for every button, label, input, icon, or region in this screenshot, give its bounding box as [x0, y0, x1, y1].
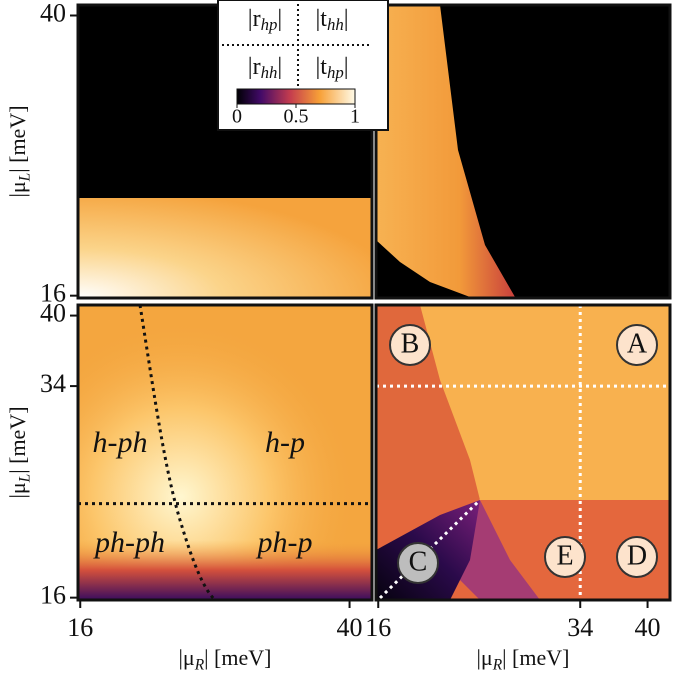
region-label: ph-p: [256, 526, 313, 559]
label-rest: |: [277, 6, 282, 32]
label-rest: | [meV]: [5, 406, 30, 473]
point-label: C: [409, 546, 428, 577]
heatmap: [78, 305, 372, 600]
point-marker: [616, 324, 658, 366]
y-tick-label: 16: [40, 581, 66, 610]
colorbar-tick-label: 0: [232, 106, 242, 128]
axis-label: |rhp|: [248, 6, 282, 34]
x-tick-label: 34: [567, 613, 593, 642]
label-rest: | [meV]: [204, 645, 271, 670]
axis-label: |μL| [meV]: [5, 105, 33, 197]
label-text: |μ: [5, 181, 30, 197]
x-tick-label: 16: [365, 613, 391, 642]
point-marker: [616, 536, 658, 578]
label-text: |μ: [179, 645, 195, 670]
point-label: A: [627, 328, 648, 359]
label-subscript: R: [492, 656, 503, 673]
label-subscript: hp: [261, 15, 278, 34]
label-text: |r: [248, 6, 261, 32]
point-label: E: [556, 540, 573, 571]
label-text: |μ: [5, 482, 30, 498]
point-marker: [389, 324, 431, 366]
y-tick-label: 16: [40, 279, 66, 308]
label-rest: | [meV]: [502, 645, 569, 670]
axis-label: |rhh|: [248, 54, 282, 82]
label-subscript: R: [194, 656, 205, 673]
region-label: ph-ph: [93, 526, 165, 559]
x-tick-label: 40: [337, 613, 363, 642]
label-text: |r: [248, 54, 261, 80]
label-subscript: hp: [327, 63, 344, 82]
label-rest: |: [277, 54, 282, 80]
axis-label: |μR| [meV]: [179, 645, 272, 673]
y-tick-label: 40: [40, 299, 66, 328]
label-subscript: hh: [327, 15, 344, 34]
axis-label: |thp|: [315, 54, 348, 82]
heatmap: [376, 5, 670, 298]
x-tick-label: 40: [635, 613, 661, 642]
point-label: D: [627, 540, 647, 571]
label-subscript: hh: [261, 63, 278, 82]
label-rest: |: [344, 54, 349, 80]
label-text: |t: [315, 54, 327, 80]
colorbar: [236, 88, 356, 105]
label-text: |t: [315, 6, 327, 32]
y-tick-label: 34: [40, 369, 66, 398]
point-label: B: [401, 328, 420, 359]
label-rest: |: [344, 6, 349, 32]
legend-box: [217, 0, 389, 131]
point-marker: [544, 536, 586, 578]
label-text: |μ: [477, 645, 493, 670]
colorbar-tick-label: 1: [350, 106, 360, 128]
colorbar-tick-label: 0.5: [284, 106, 309, 128]
y-tick-label: 40: [40, 0, 66, 27]
label-subscript: L: [16, 173, 33, 183]
panel-frames: [76, 3, 672, 602]
point-marker: [397, 542, 439, 584]
axis-label: |thh|: [315, 6, 348, 34]
x-tick-label: 16: [67, 613, 93, 642]
axis-label: |μL| [meV]: [5, 406, 33, 498]
label-subscript: L: [16, 474, 33, 484]
region-label: h-p: [265, 426, 305, 459]
region-label: h-ph: [93, 426, 148, 459]
label-rest: | [meV]: [5, 105, 30, 172]
axis-label: |μR| [meV]: [477, 645, 570, 673]
